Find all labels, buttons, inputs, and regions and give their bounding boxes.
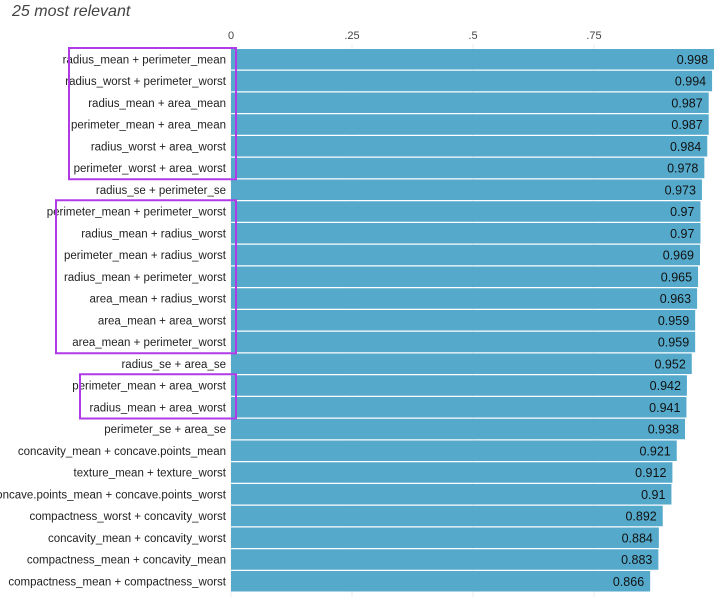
- value-label: 0.987: [671, 118, 702, 132]
- category-label: radius_mean + radius_worst: [81, 228, 227, 240]
- value-label: 0.97: [670, 205, 694, 219]
- value-label: 0.969: [663, 249, 694, 263]
- bar: [231, 440, 677, 461]
- bar: [231, 114, 709, 135]
- highlight-boxes: [55, 47, 237, 420]
- bar: [231, 418, 685, 440]
- bar: [231, 92, 709, 113]
- value-label: 0.952: [654, 357, 685, 371]
- bar: [231, 353, 692, 374]
- category-label: texture_mean + texture_worst: [74, 468, 227, 480]
- bar: [231, 397, 687, 418]
- x-tick-label: .5: [468, 30, 477, 42]
- value-label: 0.998: [677, 53, 708, 67]
- category-label: area_mean + radius_worst: [90, 294, 227, 306]
- bar: [231, 571, 651, 592]
- value-label: 0.959: [658, 314, 689, 328]
- category-label: radius_mean + area_mean: [88, 98, 226, 110]
- value-label: 0.912: [635, 466, 666, 480]
- category-label: perimeter_mean + radius_worst: [64, 250, 227, 262]
- value-label: 0.883: [621, 553, 652, 567]
- value-label: 0.884: [622, 531, 653, 545]
- value-label: 0.942: [650, 379, 681, 393]
- bar: [231, 49, 715, 70]
- bar: [231, 549, 659, 570]
- bar: [231, 223, 701, 244]
- category-label: radius_mean + area_worst: [90, 402, 227, 414]
- value-label: 0.973: [665, 183, 696, 197]
- category-label: area_mean + area_worst: [98, 315, 227, 327]
- category-label: perimeter_mean + perimeter_worst: [47, 207, 227, 219]
- category-label: perimeter_mean + area_mean: [71, 120, 226, 132]
- bars: [231, 49, 715, 592]
- bar: [231, 266, 699, 287]
- value-label: 0.994: [675, 75, 706, 89]
- category-label: compactness_mean + compactness_worst: [8, 576, 226, 588]
- category-label: radius_se + area_se: [121, 359, 226, 371]
- value-label: 0.892: [625, 510, 656, 524]
- value-label: 0.91: [641, 488, 665, 502]
- bar: [231, 331, 696, 353]
- value-label: 0.978: [667, 162, 698, 176]
- bar: [231, 288, 698, 309]
- category-labels: radius_mean + perimeter_mean radius_worst…: [0, 54, 227, 588]
- bar: [231, 136, 708, 157]
- bar: [231, 201, 701, 222]
- category-label: concave.points_mean + concave.points_wor…: [0, 489, 227, 501]
- value-label: 0.866: [613, 575, 644, 589]
- value-label: 0.938: [648, 423, 679, 437]
- category-label: radius_se + perimeter_se: [96, 185, 226, 197]
- bar: [231, 179, 702, 200]
- category-label: radius_mean + perimeter_mean: [63, 54, 226, 66]
- category-label: perimeter_mean + area_worst: [72, 381, 227, 393]
- value-label: 0.987: [671, 96, 702, 110]
- bar: [231, 462, 673, 483]
- category-label: perimeter_worst + area_worst: [74, 163, 227, 175]
- value-labels: 0.998 0.994 0.987 0.987 0.984 0.978 0.973 0.97 0…: [613, 53, 708, 589]
- bar: [231, 157, 705, 179]
- value-label: 0.959: [658, 336, 689, 350]
- value-label: 0.984: [670, 140, 701, 154]
- category-label: concavity_mean + concave.points_mean: [18, 446, 226, 458]
- chart-title: 25 most relevant: [11, 3, 131, 20]
- value-label: 0.965: [661, 270, 692, 284]
- highlight-box: [68, 47, 237, 181]
- bar: [231, 484, 672, 505]
- category-label: perimeter_se + area_se: [104, 424, 226, 436]
- category-label: area_mean + perimeter_worst: [72, 337, 227, 349]
- highlight-box: [79, 373, 237, 420]
- category-label: radius_worst + perimeter_worst: [65, 76, 227, 88]
- category-label: concavity_mean + concavity_worst: [48, 533, 227, 545]
- bar: [231, 70, 713, 92]
- value-label: 0.921: [639, 444, 670, 458]
- x-tick-label: 0: [228, 30, 234, 42]
- category-label: radius_mean + perimeter_worst: [64, 272, 227, 284]
- category-label: radius_worst + area_worst: [91, 141, 227, 153]
- x-tick-label: .75: [586, 30, 601, 42]
- category-label: compactness_worst + concavity_worst: [29, 511, 226, 523]
- x-tick-label: .25: [344, 30, 359, 42]
- x-axis-ticks: 0 .25 .5 .75: [228, 30, 602, 42]
- bar: [231, 527, 659, 548]
- value-label: 0.963: [660, 292, 691, 306]
- value-label: 0.941: [649, 401, 680, 415]
- bar: [231, 375, 687, 396]
- bar: [231, 310, 696, 331]
- highlight-box: [55, 199, 237, 355]
- value-label: 0.97: [670, 227, 694, 241]
- bar: [231, 505, 663, 527]
- category-label: compactness_mean + concavity_mean: [27, 555, 226, 567]
- bar: [231, 244, 700, 266]
